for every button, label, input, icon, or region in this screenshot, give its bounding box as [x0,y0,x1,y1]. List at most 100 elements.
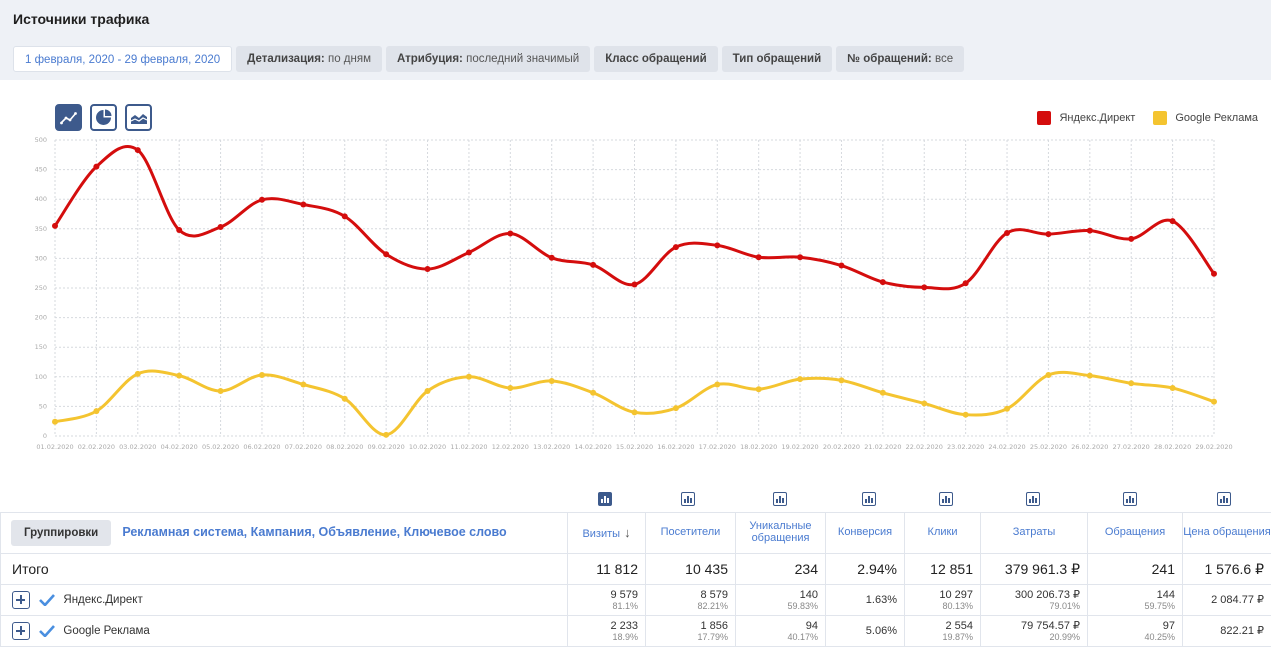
series-point-1 [1045,372,1052,379]
row-label: Google Реклама [63,625,150,638]
x-tick-label: 06.02.2020 [243,443,280,451]
y-tick-label: 100 [35,373,47,381]
column-chart-toggle-icon[interactable] [939,492,953,506]
request-number-filter[interactable]: № обращений: все [836,46,965,72]
cell-value: 2 084.77 ₽ [1211,594,1264,606]
total-conversion: 2.94% [825,553,905,585]
y-tick-label: 0 [43,432,47,440]
column-header-requests[interactable]: Обращения [1087,512,1183,554]
cell-unique-requests: 140 59.83% [735,584,826,616]
series-point-1 [548,377,555,384]
y-tick-label: 500 [35,136,47,144]
series-point-1 [1004,405,1011,412]
y-tick-label: 200 [35,314,47,322]
y-tick-label: 50 [39,402,47,410]
series-point-1 [93,408,100,415]
series-point-1 [176,372,183,379]
column-chart-toggle-icon[interactable] [681,492,695,506]
column-label-conversion: Конверсия [837,526,893,539]
checkmark-icon[interactable] [39,594,56,606]
pie-chart-button[interactable] [90,104,117,131]
series-point-0 [52,222,58,229]
request-number-filter-value: все [934,53,954,65]
column-chart-toggle-icon[interactable] [1217,492,1231,506]
cell-value: 10 297 [939,589,973,601]
bar-glyph [1220,499,1222,503]
cell-share: 17.79% [697,632,728,642]
series-point-0 [755,254,762,261]
expand-icon[interactable] [12,591,30,609]
series-point-1 [1169,385,1176,392]
column-header-visits[interactable]: Визиты ↓ [567,512,646,554]
x-tick-label: 08.02.2020 [326,443,363,451]
legend-item-yandex[interactable]: Яндекс.Директ [1037,111,1135,125]
area-chart-button[interactable] [125,104,152,131]
column-label-costs: Затраты [1012,526,1056,539]
cell-share: 79.01% [1049,601,1080,611]
x-tick-label: 24.02.2020 [988,443,1025,451]
column-chart-toggle-icon[interactable] [598,492,612,506]
y-tick-label: 450 [35,166,47,174]
detail-filter-label: Детализация: [247,53,325,65]
expand-icon[interactable] [12,622,30,640]
series-point-0 [797,254,804,261]
sort-desc-icon: ↓ [624,524,631,540]
cell-clicks: 2 554 19.87% [904,615,981,647]
y-tick-label: 350 [35,225,47,233]
legend-item-google[interactable]: Google Реклама [1153,111,1258,125]
detail-filter[interactable]: Детализация: по дням [236,46,382,72]
x-tick-label: 19.02.2020 [781,443,818,451]
series-point-0 [1004,229,1011,236]
cell-requests: 97 40.25% [1087,615,1183,647]
series-point-0 [1169,218,1176,225]
column-chart-toggle-icon[interactable] [1123,492,1137,506]
x-tick-label: 14.02.2020 [574,443,611,451]
column-label-request-price: Цена обращения [1183,526,1271,539]
bar-glyph [1126,499,1128,503]
series-point-1 [1211,398,1217,405]
checkmark-icon[interactable] [39,625,56,637]
line-chart-button[interactable] [55,104,82,131]
column-chart-toggle-icon[interactable] [1026,492,1040,506]
column-header-unique-requests[interactable]: Уникальные обращения [735,512,826,554]
bar-glyph [684,499,686,503]
column-header-request-price[interactable]: Цена обращения [1182,512,1271,554]
cell-value: 5.06% [865,625,897,637]
column-header-costs[interactable]: Затраты [980,512,1088,554]
attribution-filter[interactable]: Атрибуция: последний значимый [385,46,591,72]
cell-value: 2 554 [945,620,973,632]
cell-value: 2 233 [610,620,638,632]
date-range-picker[interactable]: 1 февраля, 2020 - 29 февраля, 2020 [13,46,233,72]
x-tick-label: 02.02.2020 [78,443,115,451]
x-tick-label: 04.02.2020 [161,443,198,451]
column-chart-toggle-icon[interactable] [862,492,876,506]
bar-glyph [942,499,944,503]
cell-value: 8 579 [700,589,728,601]
cell-value: 822.21 ₽ [1220,625,1264,637]
request-type-filter[interactable]: Тип обращений [721,46,833,72]
request-class-filter[interactable]: Класс обращений [594,46,718,72]
series-point-1 [217,388,224,395]
cell-value: 97 [1162,620,1175,632]
total-costs: 379 961.3 ₽ [980,553,1088,585]
column-chart-toggle-icon[interactable] [773,492,787,506]
column-header-conversion[interactable]: Конверсия [825,512,905,554]
cell-value: 79 754.57 ₽ [1021,620,1080,632]
bar-glyph [601,499,603,503]
x-tick-label: 28.02.2020 [1154,443,1191,451]
bar-glyph [604,496,606,503]
series-point-0 [134,147,141,154]
grouping-dimensions-link[interactable]: Рекламная система, Кампания, Объявление,… [122,525,507,540]
table-header-row: Группировки Рекламная система, Кампания,… [0,512,1271,554]
total-unique-requests: 234 [735,553,826,585]
grouping-button[interactable]: Группировки [11,520,112,546]
series-point-0 [962,280,969,287]
legend-label-google: Google Реклама [1175,112,1258,124]
cell-visitors: 1 856 17.79% [645,615,736,647]
page-title: Источники трафика [13,11,150,27]
total-requests: 241 [1087,553,1183,585]
bar-glyph [687,496,689,503]
y-tick-label: 400 [35,195,47,203]
column-header-clicks[interactable]: Клики [904,512,981,554]
column-header-visitors[interactable]: Посетители [645,512,736,554]
